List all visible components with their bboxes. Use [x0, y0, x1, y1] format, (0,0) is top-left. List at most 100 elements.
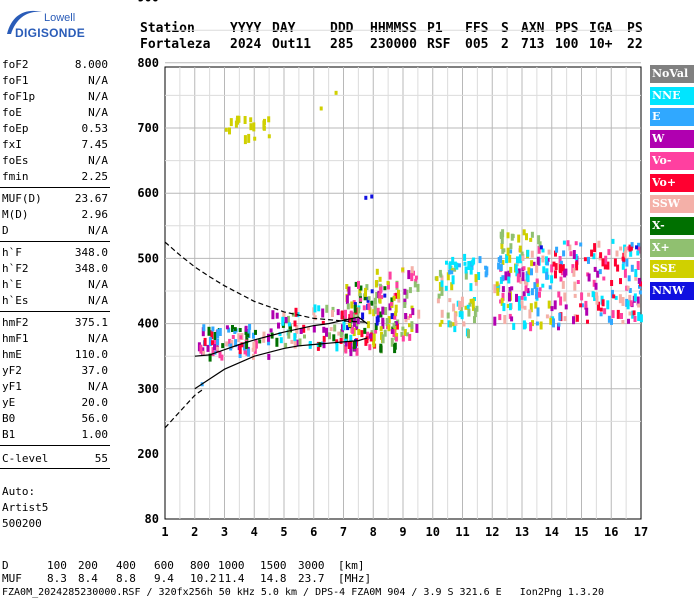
param-row: yE 20.0 [2, 396, 108, 410]
echo-point [410, 273, 414, 282]
echo-point [448, 261, 452, 266]
echo-point [381, 319, 385, 329]
echo-point [278, 332, 282, 337]
echo-point [400, 331, 404, 337]
echo-point [447, 320, 451, 328]
echo-point [254, 341, 258, 349]
param-value: 37.0 [81, 364, 109, 377]
echo-point [530, 288, 534, 296]
echo-point [383, 329, 387, 337]
dashed-upper-curve [164, 241, 368, 323]
echo-point [525, 271, 529, 276]
echo-point [357, 280, 360, 289]
echo-point [534, 301, 538, 309]
header-label: YYYY [230, 21, 262, 36]
param-row: MUF(D) 23.67 [2, 192, 108, 206]
profile-curve [194, 316, 368, 357]
echo-point [361, 312, 365, 320]
echo-point [535, 294, 539, 299]
echo-point [445, 260, 448, 265]
echo-point [360, 330, 364, 338]
echo-point [467, 308, 471, 317]
echo-point [333, 324, 337, 332]
echo-point [450, 282, 454, 291]
param-label: yF2 [2, 364, 22, 377]
echo-point [530, 231, 534, 238]
echo-point [239, 335, 243, 340]
echo-point [267, 116, 271, 123]
echo-point [228, 338, 232, 344]
auto-label: Auto: [2, 485, 36, 498]
echo-point [334, 90, 338, 95]
echo-point [202, 350, 205, 355]
logo-swoosh-icon [7, 10, 42, 34]
logo-digisonde-text: DIGISONDE [15, 26, 86, 40]
param-value: 0.53 [81, 122, 109, 135]
echo-point [335, 342, 339, 352]
echo-point [587, 273, 591, 282]
param-row: foEs N/A [2, 154, 108, 168]
echo-point [620, 313, 623, 319]
echo-point [554, 250, 557, 257]
param-value: 55 [94, 452, 108, 465]
echo-point [438, 282, 442, 291]
echo-point [364, 287, 367, 297]
x-tick-label: 6 [310, 525, 317, 539]
echo-point [352, 313, 356, 319]
echo-point [592, 279, 596, 287]
param-value: 110.0 [74, 348, 108, 361]
echo-point [368, 344, 372, 351]
echo-point [539, 321, 543, 330]
echo-point [553, 300, 557, 310]
echo-point [533, 282, 537, 290]
echo-point [619, 278, 622, 285]
echo-point [417, 309, 421, 319]
echo-point [354, 281, 358, 287]
echo-point [415, 323, 419, 333]
echo-point [568, 244, 572, 251]
echo-point [331, 306, 335, 312]
param-row: h`F 348.0 [2, 246, 108, 260]
echo-point [472, 306, 475, 311]
echo-point [523, 322, 527, 329]
y-tick-label: 80 [145, 512, 159, 526]
echo-point [639, 314, 643, 323]
header-label: HHMMSS [370, 21, 417, 36]
y-tick-label: 300 [137, 382, 159, 396]
echo-point [201, 327, 205, 337]
echo-point [452, 322, 456, 327]
param-separator [0, 241, 110, 242]
footer-muf-unit: [MHz] [338, 572, 372, 585]
echo-point [249, 123, 253, 131]
echo-point [610, 318, 613, 325]
echo-point [408, 323, 411, 328]
echo-point [510, 316, 514, 322]
param-row: h`F2 348.0 [2, 262, 108, 276]
echo-point [632, 310, 636, 316]
auto-code: 500200 [2, 517, 42, 530]
legend-x-: X- [650, 216, 694, 235]
echo-point [629, 247, 633, 257]
echo-point [628, 288, 632, 293]
echo-point [521, 254, 525, 261]
param-row: D N/A [2, 224, 108, 238]
echo-point [586, 319, 589, 324]
legend-e: E [650, 108, 694, 127]
echo-point [506, 304, 510, 308]
echo-point [229, 118, 233, 127]
echo-point [267, 134, 271, 139]
y-tick-label: 400 [137, 317, 159, 331]
echo-point [594, 282, 598, 290]
echo-point [514, 264, 518, 272]
echo-point [523, 305, 527, 310]
echo-point [386, 280, 390, 285]
footer-d-value: 100 [47, 559, 67, 572]
echo-point [530, 260, 534, 267]
header-value: Fortaleza [140, 37, 211, 52]
echo-point [621, 320, 625, 324]
echo-point [562, 250, 566, 257]
echo-point [628, 311, 632, 316]
param-label: yF1 [2, 380, 22, 393]
y-tick-label: 900 [137, 0, 159, 5]
echo-point [572, 267, 576, 277]
